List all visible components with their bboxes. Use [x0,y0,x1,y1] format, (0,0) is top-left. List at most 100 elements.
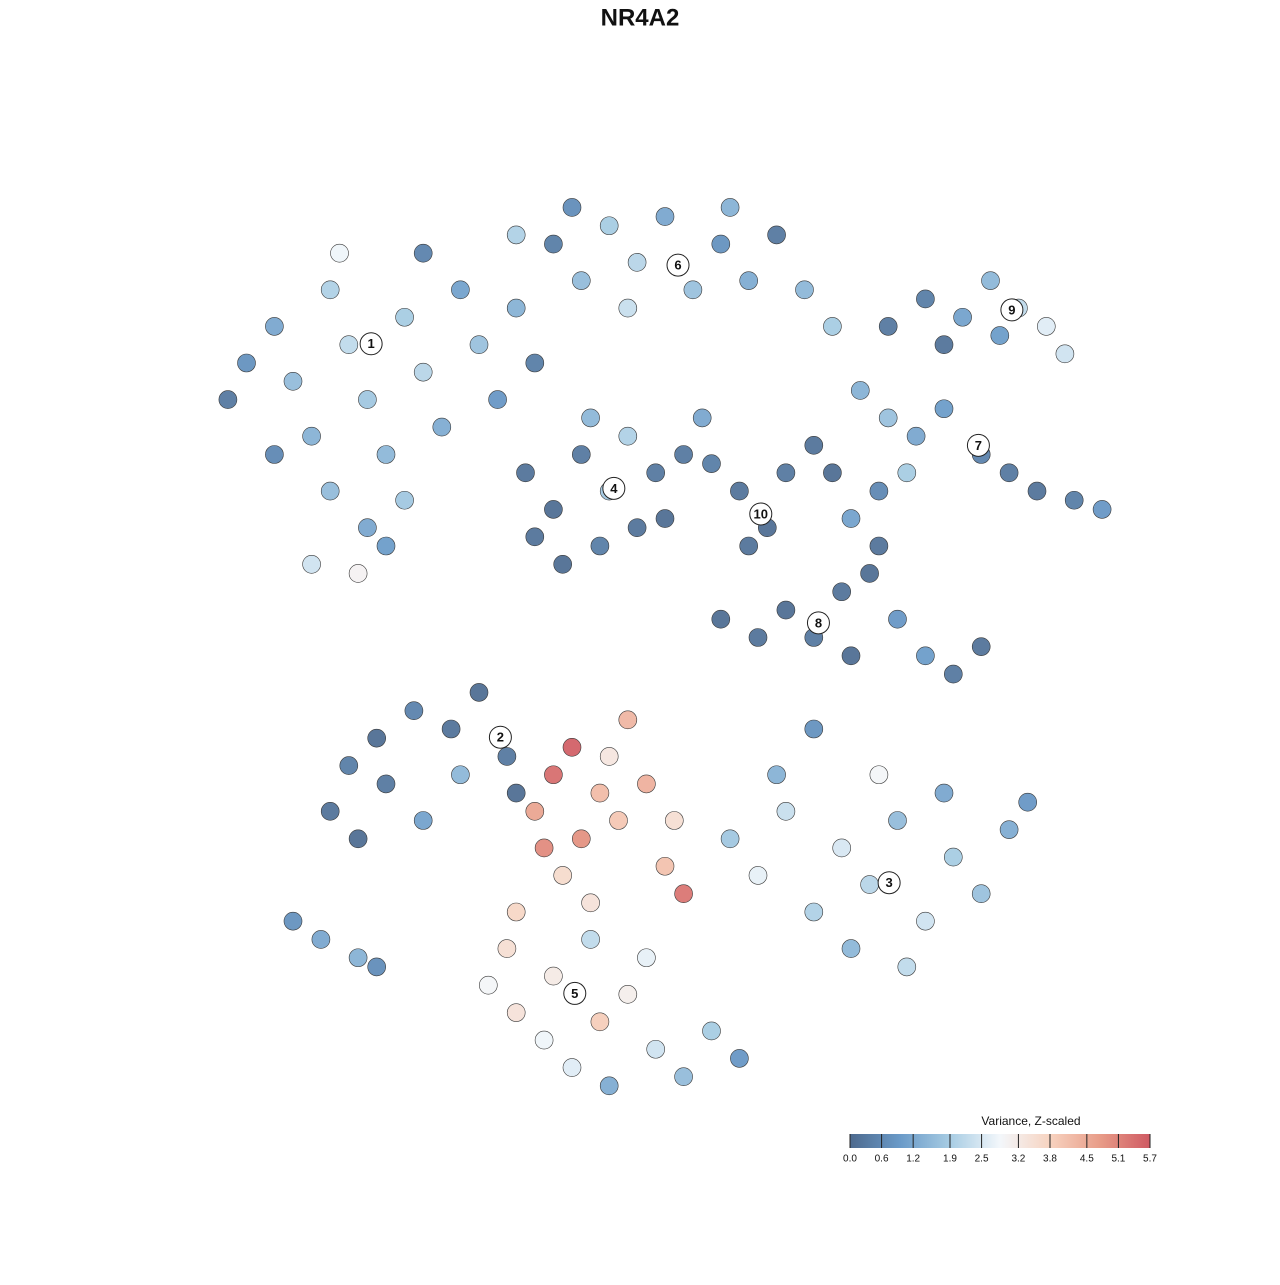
cell-point [692,408,712,428]
cluster-badge [666,253,690,277]
cell-point [618,985,638,1004]
cell-point [367,957,387,977]
colorbar-tick-label: 0.0 [843,1154,857,1165]
cell-point [869,536,889,556]
cell-point [218,390,238,409]
cell-point [878,317,898,336]
cell-point [395,490,414,510]
cell-point [897,463,917,483]
cell-point [395,307,414,327]
cell-point [888,609,907,629]
cell-point [283,911,303,931]
colorbar-tick-label: 2.5 [975,1154,989,1165]
cell-point [934,399,954,419]
cell-point [627,518,647,538]
cell-point [655,207,675,226]
cell-point [302,426,321,446]
cell-point [916,646,935,666]
cluster-label: 8 [815,615,822,630]
cell-point [869,481,889,501]
cell-point [609,811,628,830]
cluster-badge [563,981,587,1005]
cell-point [358,390,377,409]
cell-point [348,829,368,849]
cell-point [571,271,591,290]
cell-point [832,582,852,602]
cluster-badge [359,332,383,356]
colorbar [850,1134,1150,1148]
cell-point [320,802,340,821]
cell-point [571,829,591,849]
cell-point [599,1076,619,1096]
cell-point [590,536,610,556]
cell-point [860,875,879,894]
cell-point [655,509,675,528]
cell-point [516,463,535,483]
cluster-label: 10 [754,506,768,521]
cell-point [916,289,935,309]
cell-point [451,280,470,300]
cell-point [804,902,824,922]
colorbar-tick-label: 5.7 [1143,1154,1157,1165]
cell-point [730,481,749,501]
cell-point [265,445,284,464]
cell-point [590,1012,610,1032]
cell-point [823,463,842,483]
cell-point [413,243,433,263]
cell-point [571,445,591,464]
cluster-badge [877,871,901,895]
cell-point [878,408,898,428]
cell-point [581,893,600,913]
cell-point [497,939,517,958]
cell-point [544,966,563,986]
cell-point [981,271,1000,290]
cell-point [720,198,740,217]
cell-point [525,353,545,373]
cell-point [1055,344,1075,364]
colorbar-tick-label: 5.1 [1111,1154,1125,1165]
cell-point [627,253,647,272]
cell-point [702,454,721,473]
cell-point [283,371,303,391]
cell-point [553,554,573,574]
cell-point [739,271,759,290]
cell-point [413,811,433,830]
cell-point [525,802,545,821]
cell-point [488,390,507,409]
cell-point [553,866,573,885]
cell-point [646,463,666,483]
cluster-label: 3 [886,875,893,890]
cell-point [767,225,786,245]
cell-point [441,719,461,739]
cell-point [804,719,824,739]
cell-point [934,335,954,355]
cell-point [804,436,824,455]
cell-point [506,783,526,803]
cell-point [544,765,563,785]
cell-point [348,948,368,968]
cell-point [1092,500,1112,519]
cell-point [506,298,526,318]
cell-point [534,838,554,858]
cell-point [943,664,963,684]
cell-point [1037,317,1056,336]
cell-point [339,756,359,775]
cell-point [637,948,656,968]
cell-point [348,564,368,583]
cell-point [265,317,284,336]
cell-point [469,683,489,702]
cell-point [776,600,796,620]
cell-point [544,500,563,519]
cell-point [655,856,675,876]
colorbar-tick-label: 0.6 [875,1154,889,1165]
cell-point [376,774,396,794]
cell-point [413,362,433,382]
cell-point [841,509,861,528]
cell-point [311,930,331,949]
cell-point [990,326,1010,345]
cell-point [1018,792,1037,812]
cell-point [581,930,600,949]
cell-point [906,426,926,446]
cluster-label: 4 [610,481,618,496]
